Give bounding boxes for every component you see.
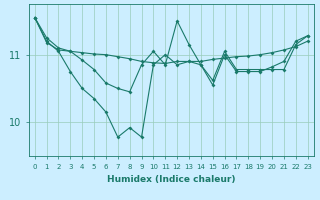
X-axis label: Humidex (Indice chaleur): Humidex (Indice chaleur) [107, 175, 236, 184]
